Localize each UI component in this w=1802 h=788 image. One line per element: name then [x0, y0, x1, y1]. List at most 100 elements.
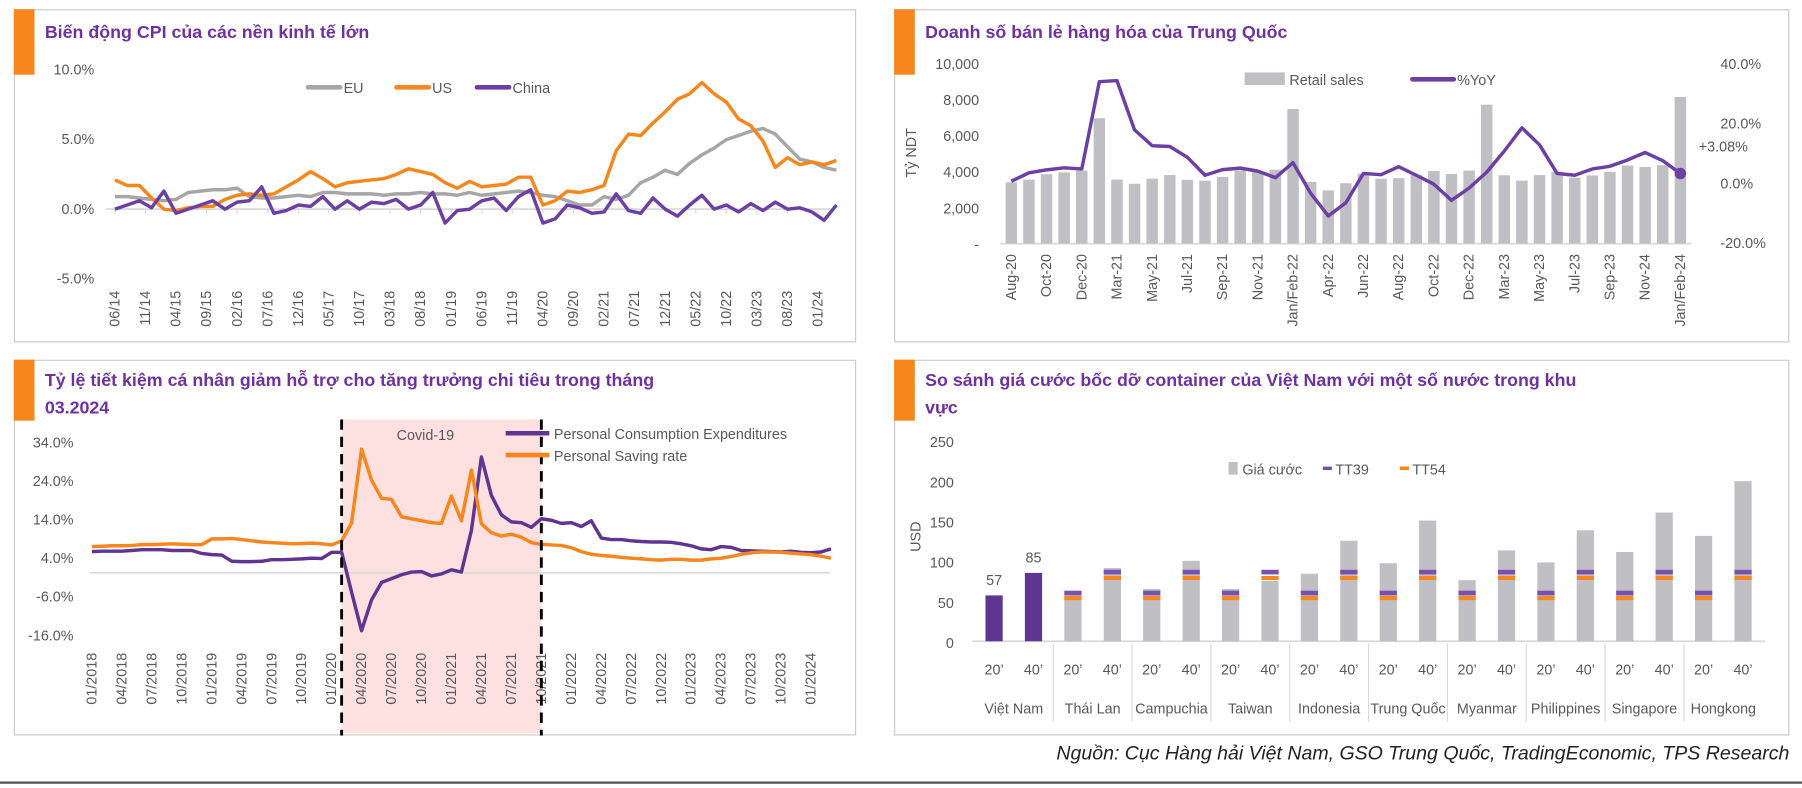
fee-bar [1458, 580, 1476, 642]
x-tick-label: 11/14 [138, 291, 154, 326]
x-tick-label: 08/23 [780, 291, 796, 327]
tt54-marker [1655, 575, 1673, 581]
tt39-marker [1655, 569, 1673, 575]
size-label: 20’ [984, 663, 1003, 679]
retail-bar [1586, 175, 1599, 244]
size-label: 20’ [1221, 663, 1240, 679]
x-tick-label: 07/2023 [744, 653, 760, 705]
x-tick-label: 02/21 [597, 291, 613, 327]
tt39-marker [1734, 569, 1752, 575]
size-label: 20’ [1458, 663, 1477, 679]
x-tick-label: 03/18 [383, 291, 399, 327]
legend-swatch-tt54 [1399, 466, 1409, 471]
yoy-last-point [1674, 167, 1687, 180]
legend-label: %YoY [1457, 73, 1496, 89]
x-tick-label: 07/16 [260, 291, 276, 327]
x-tick-label: Mar-23 [1497, 254, 1513, 299]
tt54-marker [1576, 575, 1594, 581]
x-tick-label: 03/23 [749, 291, 765, 327]
x-tick-label: Dec-20 [1074, 254, 1090, 300]
x-tick-label: 04/2018 [114, 653, 130, 705]
retail-bar [1287, 109, 1299, 244]
retail-bar [1498, 175, 1511, 244]
tt39-marker [1261, 569, 1279, 575]
x-tick-label: Aug-20 [1004, 254, 1020, 300]
tt39-marker [1143, 590, 1161, 596]
x-tick-label: 01/24 [811, 291, 827, 327]
x-tick-label: 07/2019 [264, 653, 280, 705]
x-tick-label: 01/2020 [324, 653, 340, 705]
tt54-marker [1064, 596, 1082, 601]
y-tick-label: -16.0% [28, 628, 74, 644]
fee-bar [1340, 540, 1358, 642]
country-label: Indonesia [1298, 702, 1360, 718]
x-tick-label: 07/21 [627, 291, 643, 327]
x-tick-label: 01/2022 [564, 653, 580, 705]
x-tick-label: May-23 [1532, 254, 1548, 302]
y-tick-label: 4.0% [41, 551, 74, 567]
x-tick-label: 02/16 [230, 291, 246, 327]
bar-data-label: 57 [986, 573, 1002, 589]
size-label: 40’ [1576, 663, 1595, 679]
tt39-marker [1576, 569, 1594, 575]
x-tick-label: Jan/Feb-22 [1286, 254, 1302, 327]
tt54-marker [1497, 575, 1516, 581]
legend-swatch-retail-sales [1244, 72, 1285, 86]
retail-bar [1199, 180, 1211, 244]
tt39-marker [1616, 590, 1634, 596]
tt54-marker [1537, 596, 1555, 601]
pce-line [91, 455, 832, 633]
x-tick-label: Sep-21 [1215, 254, 1231, 300]
orange-tab [893, 359, 915, 421]
retail-bar [1111, 179, 1123, 244]
legend-label: China [513, 81, 551, 97]
x-tick-label: 10/2020 [414, 653, 430, 705]
y2-tick-label: -20.0% [1720, 236, 1766, 252]
tt54-marker [1458, 596, 1476, 601]
cpi-title: Biến động CPI của các nền kinh tế lớn [44, 22, 370, 43]
x-tick-label: Jul-21 [1180, 254, 1196, 293]
y-tick-label: 8,000 [943, 93, 979, 109]
fee-bar [1497, 550, 1516, 642]
retail-bar [1252, 171, 1264, 244]
tt39-marker [1221, 590, 1240, 596]
legend-label: TT39 [1335, 463, 1369, 479]
tt39-marker [1340, 569, 1358, 575]
size-label: 20’ [1536, 663, 1555, 679]
orange-tab [13, 359, 34, 421]
y-axis-title: USD [909, 522, 925, 552]
x-tick-label: Jun-22 [1356, 254, 1372, 298]
country-label: Trung Quốc [1370, 702, 1445, 718]
fee-bar [1379, 563, 1397, 642]
x-tick-label: Oct-22 [1426, 254, 1442, 297]
x-tick-label: 06/14 [108, 291, 124, 327]
series-line-eu [114, 126, 837, 207]
retail-bar [1621, 165, 1634, 244]
x-tick-label: 05/17 [322, 291, 338, 327]
orange-tab [893, 8, 915, 75]
legend-label: Giá cước [1242, 463, 1302, 479]
orange-tab [13, 8, 34, 75]
retail-bar [1463, 170, 1475, 244]
retail-bar [1181, 179, 1194, 244]
x-tick-label: 07/2022 [624, 653, 640, 705]
tt54-marker [1261, 575, 1279, 581]
x-tick-label: 10/22 [719, 291, 735, 327]
size-label: 40’ [1024, 663, 1043, 679]
country-label: Hongkong [1691, 702, 1756, 718]
tt54-marker [1694, 596, 1713, 601]
source-note: Nguồn: Cục Hàng hải Việt Nam, GSO Trung … [1056, 742, 1790, 765]
retail-bar [1445, 173, 1458, 244]
x-tick-label: 04/2020 [354, 653, 370, 705]
y-tick-label: -5.0% [57, 271, 95, 287]
retail-bar [1533, 175, 1546, 244]
y-tick-label: 0 [946, 636, 954, 652]
x-tick-label: Aug-22 [1391, 254, 1407, 300]
retail-bar [1357, 173, 1370, 244]
x-tick-label: Nov-21 [1250, 254, 1266, 300]
retail-bar [1340, 183, 1352, 244]
fee-bar [985, 595, 1003, 642]
retail-bar [1375, 178, 1387, 244]
